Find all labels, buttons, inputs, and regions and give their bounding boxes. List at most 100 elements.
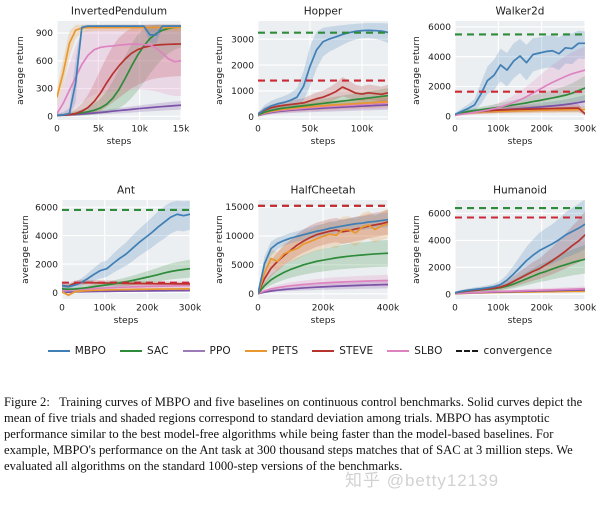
x-axis-label: steps: [311, 315, 336, 326]
legend-entry-sac: SAC: [120, 345, 169, 357]
plot-area: [57, 24, 181, 117]
line-pets: [258, 222, 388, 295]
band-slbo: [57, 24, 181, 117]
line-ppo: [62, 289, 190, 294]
panel-title: InvertedPendulum: [71, 6, 167, 18]
y-axis-label: average return: [20, 215, 31, 284]
x-tick-label: 0: [54, 125, 60, 135]
y-axis-label: average return: [15, 36, 26, 105]
y-tick-label: 2000: [231, 61, 254, 71]
y-tick-label: 5000: [231, 261, 254, 271]
y-tick-label: 0: [248, 290, 254, 300]
x-tick-label: 200k: [312, 304, 335, 314]
y-tick-label: 4000: [35, 232, 58, 242]
legend-swatch-slbo-icon: [387, 350, 410, 352]
y-tick-label: 3000: [231, 35, 254, 45]
x-axis-label: steps: [311, 136, 336, 147]
x-tick-label: 100k: [487, 304, 510, 314]
line-steve: [57, 43, 181, 117]
y-tick-label: 0: [248, 113, 254, 123]
x-tick-label: 100k: [351, 125, 374, 135]
legend-entry-steve: STEVE: [312, 345, 373, 357]
y-axis-label: average return: [214, 36, 225, 105]
plot-area: [258, 204, 388, 295]
band-mbpo: [455, 30, 585, 116]
line-mbpo: [455, 42, 585, 116]
band-mbpo: [258, 212, 388, 294]
y-tick-label: 0: [445, 290, 451, 300]
caption-body: Training curves of MBPO and five baselin…: [4, 395, 583, 474]
legend-label: convergence: [483, 345, 553, 357]
panel-title: Ant: [117, 185, 135, 197]
gridlines: [257, 21, 388, 120]
panel-title: HalfCheetah: [290, 185, 355, 197]
band-steve: [57, 24, 181, 117]
legend-label: SLBO: [414, 345, 443, 357]
gridlines: [257, 200, 389, 299]
line-ppo: [57, 104, 181, 117]
band-sac: [62, 259, 190, 292]
plot-area: [455, 200, 585, 295]
line-slbo: [455, 287, 585, 295]
legend-entry-slbo: SLBO: [387, 345, 442, 357]
panel-title: Hopper: [304, 6, 343, 18]
band-sac: [455, 75, 585, 116]
band-sac: [57, 24, 181, 117]
x-tick-label: 100k: [487, 125, 510, 135]
legend-swatch-ppo-icon: [182, 350, 205, 352]
panel-walker2d: Walker2d 0 2000 4000 6000 0 100k 200k 300k steps a…: [411, 6, 597, 148]
line-mbpo: [455, 223, 585, 294]
legend-swatch-steve-icon: [312, 350, 335, 352]
panels-svg: InvertedPendulum 0 300 600 900 0 5k 10k 15k steps…: [15, 6, 597, 327]
x-axis-label: steps: [508, 315, 533, 326]
y-tick-label: 300: [36, 85, 53, 95]
line-slbo: [258, 279, 388, 295]
legend-entry-convergence: convergence: [456, 345, 552, 357]
x-axis-label: steps: [508, 136, 533, 147]
legend-label: PPO: [209, 345, 231, 357]
line-sac: [455, 87, 585, 116]
plot-area: [62, 200, 190, 297]
gridlines: [454, 21, 586, 120]
x-tick-label: 5k: [93, 125, 105, 135]
x-axis-label: steps: [107, 136, 132, 147]
legend-label: PETS: [271, 345, 299, 357]
y-tick-label: 15000: [225, 203, 254, 213]
x-tick-label: 0: [452, 304, 458, 314]
y-tick-label: 6000: [428, 23, 451, 33]
y-tick-label: 0: [47, 112, 53, 122]
panel-ant: Ant 0 2000 4000 6000 0 100k 200k 300k steps averag…: [20, 185, 202, 327]
line-sac: [258, 94, 388, 116]
line-sac: [258, 252, 388, 295]
y-tick-label: 2000: [428, 83, 451, 93]
legend-label: MBPO: [74, 345, 107, 357]
plot-area: [455, 30, 585, 117]
band-sac: [455, 244, 585, 294]
line-pets: [57, 26, 181, 98]
y-tick-label: 1000: [231, 87, 254, 97]
gridlines: [454, 200, 586, 299]
line-ppo: [258, 283, 388, 295]
y-tick-label: 10000: [225, 232, 254, 242]
panel-halfcheetah: HalfCheetah 0 5000 10000 15000 0 200k 400k steps…: [214, 185, 400, 327]
legend-entry-ppo: PPO: [182, 345, 231, 357]
panel-title: Humanoid: [493, 185, 547, 197]
plot-area: [258, 23, 388, 117]
band-mbpo: [62, 200, 190, 290]
y-tick-label: 6000: [35, 203, 58, 213]
figure-panel-grid: InvertedPendulum 0 300 600 900 0 5k 10k 15k steps…: [15, 6, 597, 327]
band-mbpo: [455, 200, 585, 294]
x-tick-label: 200k: [530, 125, 553, 135]
y-axis-label: average return: [411, 215, 422, 284]
legend-swatch-sac-icon: [120, 350, 143, 352]
x-axis-label: steps: [114, 315, 139, 326]
line-mbpo: [62, 213, 190, 288]
figure-caption: Figure 2: Training curves of MBPO and fi…: [4, 394, 596, 474]
x-tick-label: 15k: [173, 125, 190, 135]
y-tick-label: 0: [52, 289, 58, 299]
x-tick-label: 0: [59, 304, 65, 314]
band-sac: [258, 239, 388, 294]
x-tick-label: 0: [255, 304, 261, 314]
legend-label: STEVE: [339, 345, 374, 357]
figure-legend: MBPO SAC PPO PETS STEVE SLBO convergence: [0, 330, 600, 372]
